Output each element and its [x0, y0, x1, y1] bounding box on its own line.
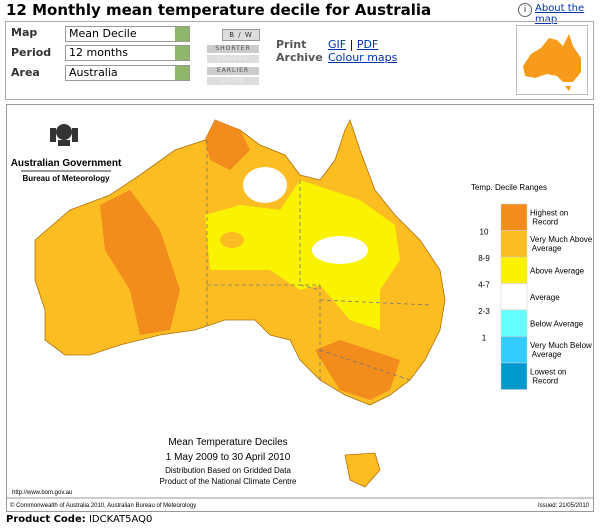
tasmania [344, 452, 381, 488]
footer-issued: Issued: 21/05/2010 [538, 503, 590, 509]
legend-label: Very Much Above Average [530, 235, 593, 253]
legend-range: 10 [480, 228, 489, 237]
select-arrow [175, 66, 189, 80]
region-highest [205, 120, 250, 170]
info-icon[interactable]: i [518, 3, 532, 17]
period-label: Period [11, 46, 52, 59]
region-average [243, 167, 287, 203]
region-average [312, 236, 368, 264]
caption-line: Distribution Based on Gridded Data [165, 466, 291, 475]
map-panel: Australian Government Bureau of Meteorol… [6, 104, 594, 512]
australia-shape [523, 34, 581, 91]
gif-link[interactable]: GIF [328, 38, 347, 51]
print-label: Print [276, 38, 307, 51]
thumbnail[interactable] [516, 25, 588, 95]
legend-swatch [500, 203, 528, 231]
product-code: Product Code: IDCKAT5AQ0 [6, 514, 152, 525]
region-much-above [220, 232, 244, 248]
product-value: IDCKAT5AQ0 [88, 514, 153, 525]
legend-range: 4-7 [478, 281, 490, 290]
state-borders [206, 140, 431, 381]
legend-swatch [500, 336, 528, 364]
region-above [205, 180, 400, 330]
legend-label: Lowest on Record [530, 367, 566, 385]
archive-label: Archive [276, 51, 323, 64]
longer-button[interactable]: LONGER [207, 55, 259, 63]
crest [50, 124, 78, 146]
legend: Highest on Record 10 Very Much Above Avera… [478, 203, 593, 390]
select-value: 12 months [69, 46, 128, 59]
legend-swatch [500, 256, 528, 284]
legend-label: Above Average [530, 266, 585, 275]
select-value: Australia [69, 66, 118, 79]
caption-line: Product of the National Climate Centre [160, 477, 298, 486]
period-select[interactable]: 12 months [65, 45, 190, 61]
legend-range: 2-3 [478, 307, 490, 316]
select-arrow [175, 46, 189, 60]
australia-map [34, 118, 446, 488]
footer-copyright: © Commonwealth of Australia 2010, Austra… [10, 502, 196, 509]
select-value: Mean Decile [69, 27, 137, 40]
product-label: Product Code: [6, 514, 86, 525]
page-title: 12 Monthly mean temperature decile for A… [6, 1, 432, 19]
caption-title: Mean Temperature Deciles [168, 437, 287, 448]
logo-line2: Bureau of Meteorology [22, 174, 110, 183]
earlier-button[interactable]: EARLIER [207, 67, 259, 75]
shorter-button[interactable]: SHORTER [207, 45, 259, 53]
thumbnail-map [523, 34, 581, 91]
area-label: Area [11, 66, 40, 79]
control-panel [5, 21, 594, 100]
pdf-link[interactable]: PDF [356, 38, 379, 51]
print-links: GIF | PDF [328, 38, 378, 51]
later-button[interactable]: LATER [207, 77, 259, 85]
legend-range: 8-9 [478, 254, 490, 263]
legend-swatch [500, 283, 528, 311]
legend-swatch [500, 309, 528, 337]
legend-label: Very Much Below Average [530, 341, 592, 359]
region-highest [100, 190, 180, 335]
logo-line1: Australian Government [11, 158, 122, 169]
select-arrow [175, 27, 189, 41]
legend-swatch [500, 230, 528, 258]
map-label: Map [11, 26, 38, 39]
caption: Mean Temperature Deciles 1 May 2009 to 3… [160, 437, 298, 486]
legend-title: Temp. Decile Ranges [471, 183, 547, 192]
legend-label: Average [530, 293, 560, 302]
footer-url: http://www.bom.gov.au [12, 490, 72, 496]
colour-maps-link[interactable]: Colour maps [328, 51, 398, 64]
legend-label: Below Average [530, 319, 584, 328]
bw-button[interactable]: B / W [222, 29, 260, 41]
map-select[interactable]: Mean Decile [65, 26, 190, 42]
legend-range: 1 [482, 334, 487, 343]
caption-dates: 1 May 2009 to 30 April 2010 [166, 452, 291, 463]
separator: | [349, 38, 354, 51]
about-link[interactable]: About the map [535, 3, 585, 25]
legend-label: Highest on Record [530, 208, 568, 226]
area-select[interactable]: Australia [65, 65, 190, 81]
legend-swatch [500, 362, 528, 390]
